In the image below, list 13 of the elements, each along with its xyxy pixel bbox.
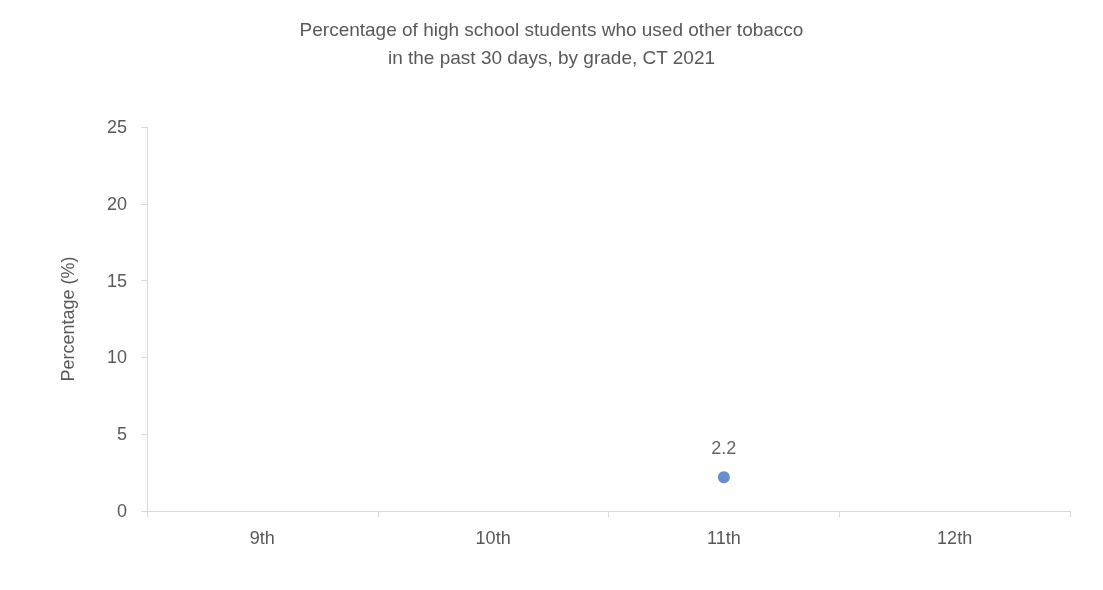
x-tick-label: 12th [937, 528, 973, 548]
data-label: 2.2 [711, 438, 737, 459]
x-tick-label: 10th [475, 528, 511, 548]
chart-title: Percentage of high school students who used other tobacco in the past 30 days, by grade, CT 2021 [299, 18, 804, 68]
y-tick-label: 5 [116, 424, 127, 445]
y-axis-title: Percentage (%) [58, 256, 78, 382]
y-tick-label: 10 [106, 347, 127, 368]
y-tick-label: 0 [116, 501, 127, 521]
y-tick-label: 25 [106, 117, 127, 137]
y-tick-label: 20 [106, 193, 127, 214]
x-tick-label: 11th [707, 528, 741, 548]
y-tick-label: 15 [106, 270, 127, 291]
x-tick-label: 9th [249, 528, 275, 548]
